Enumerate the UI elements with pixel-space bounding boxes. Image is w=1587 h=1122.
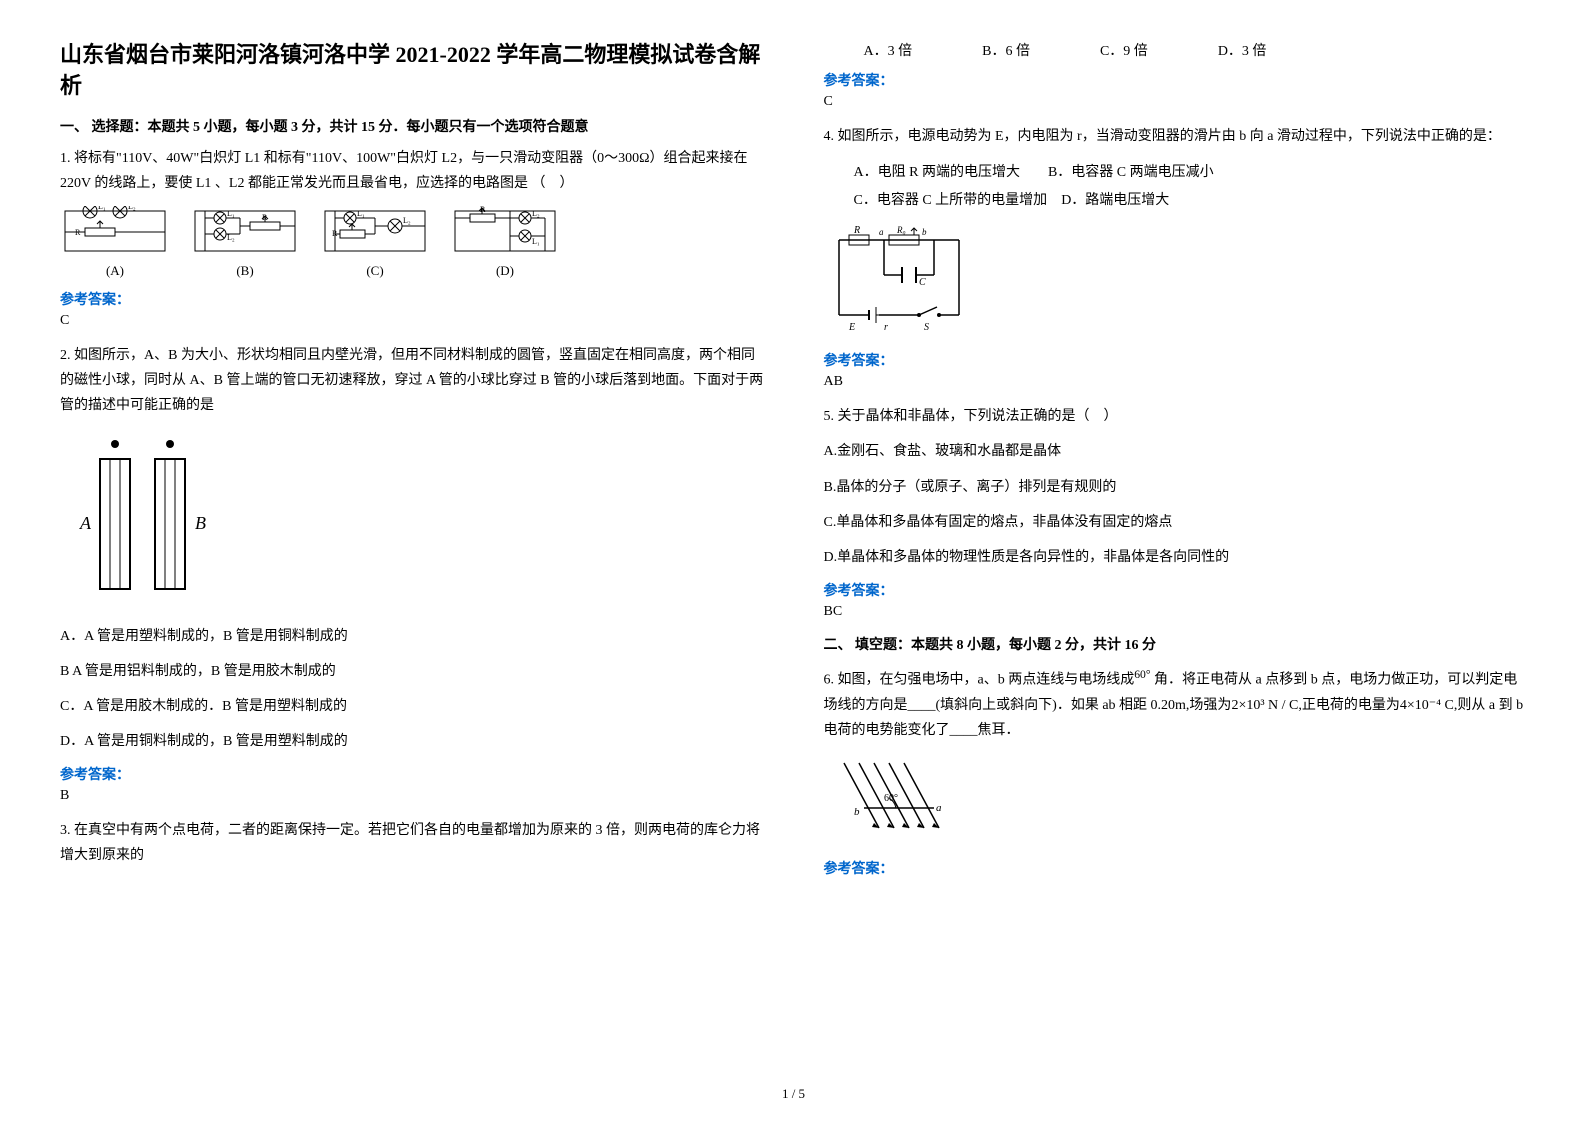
q3-opt-c: C．9 倍 — [1100, 40, 1148, 60]
svg-text:R₀: R₀ — [896, 225, 906, 235]
q5-opt-a: A.金刚石、食盐、玻璃和水晶都是晶体 — [824, 439, 1528, 464]
q4-answer-label: 参考答案： — [824, 350, 1528, 370]
tube-svg: A B — [60, 429, 240, 609]
q2-opt-d: D．A 管是用铜料制成的，B 管是用塑料制成的 — [60, 729, 764, 754]
question-6-text: 6. 如图，在匀强电场中，a、b 两点连线与电场线成60° 角．将正电荷从 a … — [824, 664, 1528, 743]
circuit-c: L₁ R L₂ (C) — [320, 206, 430, 279]
circuit-d: L₂ L₁ R (D) — [450, 206, 560, 279]
q2-answer-label: 参考答案： — [60, 764, 764, 784]
svg-text:R: R — [853, 225, 860, 236]
circuit-b: L₁ L₂ R (B) — [190, 206, 300, 279]
q6-diagram: 60° a b — [824, 753, 1528, 848]
page-number: 1 / 5 — [0, 1086, 1587, 1102]
q6-part3: N / C,正电荷的电量为 — [1265, 698, 1400, 713]
circuit-c-svg: L₁ R L₂ — [320, 206, 430, 256]
circuit-a-svg: L₁ L₂ R — [60, 206, 170, 256]
q6-answer-label: 参考答案： — [824, 858, 1528, 878]
left-column: 山东省烟台市莱阳河洛镇河洛中学 2021-2022 学年高二物理模拟试卷含解析 … — [60, 40, 764, 882]
q4-opt-d: D．路端电压增大 — [1061, 193, 1169, 208]
q3-options: A．3 倍 B．6 倍 C．9 倍 D．3 倍 — [864, 40, 1528, 60]
circuit-b-svg: L₁ L₂ R — [190, 206, 300, 256]
circuit-d-label: (D) — [450, 263, 560, 279]
q2-answer: B — [60, 788, 764, 804]
q2-diagram: A B — [60, 429, 764, 614]
q6-charge: 4×10⁻⁴ — [1400, 698, 1441, 713]
svg-text:a: a — [879, 227, 884, 237]
q4-opt-b: B．电容器 C 两端电压减小 — [1048, 165, 1214, 180]
q4-answer: AB — [824, 374, 1528, 390]
q3-answer: C — [824, 94, 1528, 110]
q2-opt-c: C．A 管是用胶木制成的．B 管是用塑料制成的 — [60, 694, 764, 719]
svg-text:a: a — [936, 802, 942, 814]
question-2-text: 2. 如图所示，A、B 为大小、形状均相同且内壁光滑，但用不同材料制成的圆管，竖… — [60, 343, 764, 419]
q5-answer-label: 参考答案： — [824, 580, 1528, 600]
q6-field: 2×10³ — [1231, 698, 1264, 713]
section2-header: 二、 填空题：本题共 8 小题，每小题 2 分，共计 16 分 — [824, 634, 1528, 654]
circuit-a: L₁ L₂ R (A) — [60, 206, 170, 279]
q5-answer: BC — [824, 604, 1528, 620]
q5-opt-c: C.单晶体和多晶体有固定的熔点，非晶体没有固定的熔点 — [824, 510, 1528, 535]
q3-opt-a: A．3 倍 — [864, 40, 913, 60]
svg-text:L₂: L₂ — [403, 216, 411, 225]
q1-circuits: L₁ L₂ R (A) L₁ L₂ R — [60, 206, 764, 279]
q1-answer: C — [60, 313, 764, 329]
svg-text:L₁: L₁ — [357, 209, 365, 218]
right-column: A．3 倍 B．6 倍 C．9 倍 D．3 倍 参考答案： C 4. 如图所示，… — [824, 40, 1528, 882]
question-1-text: 1. 将标有"110V、40W"白炽灯 L1 和标有"110V、100W"白炽灯… — [60, 146, 764, 196]
q5-opt-d: D.单晶体和多晶体的物理性质是各向异性的，非晶体是各向同性的 — [824, 545, 1528, 570]
q4-options-line1: A．电阻 R 两端的电压增大 B．电容器 C 两端电压减小 — [854, 159, 1528, 187]
tube-label-b: B — [195, 513, 206, 533]
tube-label-a: A — [79, 513, 92, 533]
svg-text:L₁: L₁ — [227, 209, 235, 218]
svg-text:S: S — [924, 322, 929, 333]
svg-text:60°: 60° — [884, 793, 898, 804]
svg-text:E: E — [848, 322, 855, 333]
q3-opt-d: D．3 倍 — [1218, 40, 1267, 60]
circuit-a-label: (A) — [60, 263, 170, 279]
q5-opt-b: B.晶体的分子（或原子、离子）排列是有规则的 — [824, 475, 1528, 500]
question-3-text: 3. 在真空中有两个点电荷，二者的距离保持一定。若把它们各自的电量都增加为原来的… — [60, 818, 764, 868]
q3-opt-b: B．6 倍 — [982, 40, 1030, 60]
svg-text:L₂: L₂ — [128, 206, 136, 211]
circuit-c-label: (C) — [320, 263, 430, 279]
circuit-d-svg: L₂ L₁ R — [450, 206, 560, 256]
circuit-b-label: (B) — [190, 263, 300, 279]
question-5-text: 5. 关于晶体和非晶体，下列说法正确的是（ ） — [824, 404, 1528, 429]
q6-angle: 60° — [1134, 668, 1150, 681]
svg-text:L₂: L₂ — [532, 209, 540, 218]
svg-text:r: r — [884, 322, 888, 333]
q4-circuit-svg: R a R₀ b C E r S — [824, 225, 974, 335]
svg-text:b: b — [854, 806, 860, 818]
q4-opt-a: A．电阻 R 两端的电压增大 — [854, 165, 1020, 180]
q2-opt-b: B A 管是用铝料制成的，B 管是用胶木制成的 — [60, 659, 764, 684]
q4-circuit: R a R₀ b C E r S — [824, 225, 1528, 340]
svg-text:C: C — [919, 277, 926, 288]
section1-header: 一、 选择题：本题共 5 小题，每小题 3 分，共计 15 分．每小题只有一个选… — [60, 116, 764, 136]
svg-text:L₁: L₁ — [532, 237, 540, 246]
q1-answer-label: 参考答案： — [60, 289, 764, 309]
svg-text:L₁: L₁ — [98, 206, 106, 211]
q4-opt-c: C．电容器 C 上所带的电量增加 — [854, 193, 1048, 208]
svg-text:R: R — [480, 206, 486, 214]
field-svg: 60° a b — [824, 753, 964, 843]
q2-opt-a: A．A 管是用塑料制成的，B 管是用铜料制成的 — [60, 624, 764, 649]
svg-text:b: b — [922, 227, 927, 237]
q6-part1: 6. 如图，在匀强电场中，a、b 两点连线与电场线成 — [824, 673, 1135, 688]
document-title: 山东省烟台市莱阳河洛镇河洛中学 2021-2022 学年高二物理模拟试卷含解析 — [60, 40, 764, 102]
q4-options-line2: C．电容器 C 上所带的电量增加 D．路端电压增大 — [854, 187, 1528, 215]
q3-answer-label: 参考答案： — [824, 70, 1528, 90]
question-4-text: 4. 如图所示，电源电动势为 E，内电阻为 r，当滑动变阻器的滑片由 b 向 a… — [824, 124, 1528, 149]
